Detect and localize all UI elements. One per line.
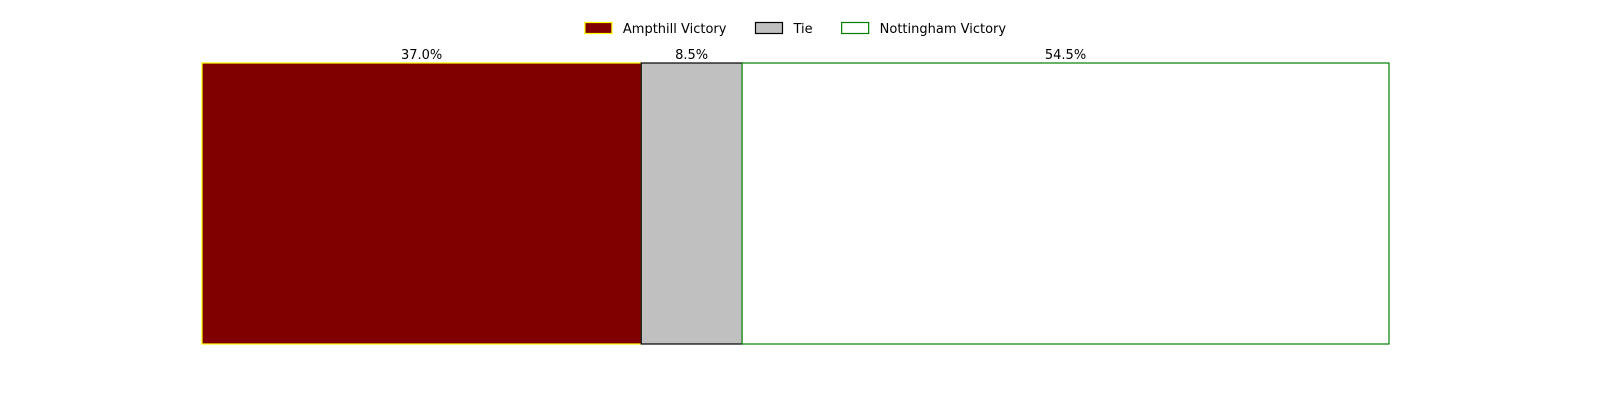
- data-label-nottingham-victory: 54.5%: [1045, 48, 1086, 63]
- data-label-tie: 8.5%: [675, 48, 708, 63]
- plot-area: [201, 62, 1390, 345]
- data-label-ampthill-victory: 37.0%: [401, 48, 442, 63]
- bar-ampthill-victory: [201, 62, 642, 345]
- legend-item-ampthill-victory: Ampthill Victory: [584, 21, 727, 37]
- data-labels: 37.0% 8.5% 54.5%: [401, 48, 1086, 63]
- legend-label-nottingham-victory: Nottingham Victory: [880, 22, 1007, 37]
- legend-swatch-ampthill-victory: [584, 21, 613, 35]
- bar-nottingham-victory: [741, 62, 1390, 345]
- legend-item-tie: Tie: [754, 21, 813, 37]
- legend-label-tie: Tie: [792, 22, 812, 37]
- legend: Ampthill Victory Tie Nottingham Victory: [584, 21, 1007, 37]
- legend-label-ampthill-victory: Ampthill Victory: [623, 22, 727, 37]
- bar-tie: [640, 62, 743, 345]
- legend-item-nottingham-victory: Nottingham Victory: [841, 21, 1007, 37]
- legend-swatch-nottingham-victory: [841, 21, 870, 35]
- legend-swatch-tie: [754, 21, 784, 35]
